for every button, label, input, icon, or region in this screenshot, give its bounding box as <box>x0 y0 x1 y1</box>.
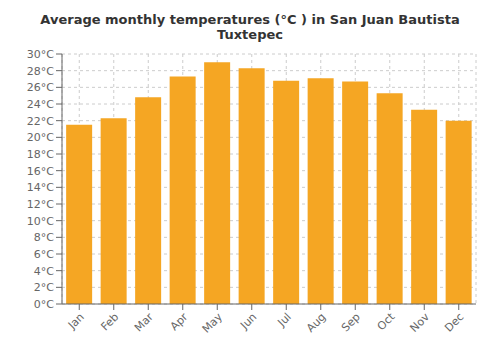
svg-text:Nov: Nov <box>408 310 433 335</box>
svg-text:Aug: Aug <box>304 310 328 334</box>
svg-text:12°C: 12°C <box>27 198 54 211</box>
svg-text:6°C: 6°C <box>34 248 54 261</box>
svg-text:Sep: Sep <box>339 310 363 334</box>
svg-text:24°C: 24°C <box>27 98 54 111</box>
svg-text:Oct: Oct <box>375 310 398 333</box>
svg-text:Jan: Jan <box>65 310 87 332</box>
svg-text:4°C: 4°C <box>34 265 54 278</box>
svg-text:2°C: 2°C <box>34 281 54 294</box>
svg-text:22°C: 22°C <box>27 115 54 128</box>
svg-text:Apr: Apr <box>168 310 191 333</box>
svg-text:10°C: 10°C <box>27 215 54 228</box>
svg-text:26°C: 26°C <box>27 81 54 94</box>
svg-text:14°C: 14°C <box>27 181 54 194</box>
svg-text:Mar: Mar <box>132 310 156 334</box>
svg-text:20°C: 20°C <box>27 131 54 144</box>
svg-text:Jul: Jul <box>275 310 294 329</box>
html-text:Average monthly temperatures (: Average monthly temperatures (°C ) in Sa… <box>40 12 460 42</box>
svg-text:Dec: Dec <box>442 310 466 334</box>
svg-text:0°C: 0°C <box>34 298 54 311</box>
svg-text:8°C: 8°C <box>34 231 54 244</box>
svg-text:18°C: 18°C <box>27 148 54 161</box>
svg-text:28°C: 28°C <box>27 65 54 78</box>
svg-text:16°C: 16°C <box>27 165 54 178</box>
svg-text:Jun: Jun <box>237 310 259 332</box>
svg-text:May: May <box>200 310 226 336</box>
svg-text:Feb: Feb <box>98 310 121 333</box>
svg-text:30°C: 30°C <box>27 48 54 61</box>
